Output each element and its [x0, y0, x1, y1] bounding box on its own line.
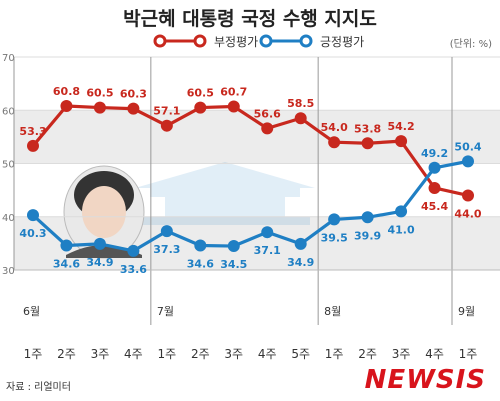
data-point [227, 240, 240, 253]
data-point [227, 100, 240, 113]
data-point [194, 101, 207, 114]
y-tick-label: 30 [2, 266, 15, 277]
data-label: 60.8 [53, 85, 80, 98]
data-point [395, 205, 408, 218]
line-chart: 30 40 50 60 70 6월 7월 8월 9월 1주 2주 3주 4주 1주 2주 3주 4주 5주 1주 2… [2, 53, 500, 361]
y-tick-label: 70 [2, 53, 15, 64]
data-point [160, 119, 173, 132]
data-label: 37.3 [153, 243, 180, 256]
month-label: 8월 [324, 305, 341, 318]
data-point [127, 244, 140, 257]
month-label: 9월 [458, 305, 475, 318]
legend-negative: 부정평가 [152, 33, 258, 49]
data-point [261, 226, 274, 239]
data-point [261, 122, 274, 135]
data-point [27, 209, 39, 222]
data-point [160, 225, 173, 238]
data-label: 41.0 [388, 223, 415, 236]
data-point [93, 101, 106, 114]
data-label: 60.7 [220, 86, 247, 99]
data-label: 54.2 [388, 120, 415, 133]
data-point [127, 102, 140, 115]
source-note: 자료 : 리얼미터 [6, 382, 71, 393]
data-point [428, 161, 441, 174]
data-label: 39.5 [321, 231, 348, 244]
week-label: 3주 [392, 347, 411, 361]
week-label: 3주 [224, 347, 243, 361]
week-label: 1주 [325, 347, 344, 361]
legend-negative-label: 부정평가 [214, 34, 259, 49]
chart-title: 박근혜 대통령 국정 수행 지지도 [123, 8, 377, 30]
data-point [294, 112, 307, 125]
band [14, 110, 500, 164]
data-point [328, 213, 341, 226]
week-label: 2주 [57, 347, 76, 361]
data-label: 34.6 [53, 258, 80, 271]
legend-positive-swatch [259, 34, 313, 48]
data-label: 34.9 [287, 256, 314, 269]
data-label: 57.1 [153, 105, 180, 118]
data-label: 60.5 [187, 87, 214, 100]
data-point [294, 237, 307, 250]
data-point [60, 99, 73, 112]
data-point [27, 139, 39, 152]
unit-label: (단위: %) [449, 39, 492, 50]
newsis-logo: NEWSIS [364, 365, 486, 395]
data-point [361, 137, 374, 150]
week-label: 3주 [91, 347, 110, 361]
data-label: 58.5 [287, 97, 314, 110]
data-label: 54.0 [321, 121, 348, 134]
data-label: 50.4 [454, 140, 481, 153]
data-point [361, 211, 374, 224]
data-label: 49.2 [421, 147, 448, 160]
week-label: 2주 [358, 347, 377, 361]
data-label: 53.8 [354, 122, 381, 135]
legend-positive: 긍정평가 [258, 33, 364, 49]
week-label: 4주 [425, 347, 444, 361]
week-label: 4주 [124, 347, 143, 361]
data-point [93, 237, 106, 250]
data-point [395, 135, 408, 148]
week-label: 2주 [191, 347, 210, 361]
week-label: 4주 [258, 347, 277, 361]
y-tick-label: 50 [2, 160, 15, 171]
y-tick-label: 40 [2, 213, 15, 224]
data-point [428, 181, 441, 194]
week-label: 1주 [158, 347, 177, 361]
data-label: 34.5 [220, 258, 247, 271]
data-label: 45.4 [421, 200, 448, 213]
month-label: 6월 [23, 305, 40, 318]
week-label: 1주 [459, 347, 478, 361]
data-point [60, 239, 73, 252]
watermark-building [135, 162, 315, 225]
data-point [328, 136, 341, 149]
data-point [462, 189, 474, 202]
data-label: 34.9 [86, 256, 113, 269]
data-label: 44.0 [454, 207, 481, 220]
week-label: 1주 [24, 347, 43, 361]
data-label: 53.3 [19, 125, 46, 138]
data-label: 60.5 [86, 87, 113, 100]
month-label: 7월 [157, 305, 174, 318]
data-label: 33.6 [120, 263, 147, 276]
president-photo [63, 165, 145, 259]
data-label: 60.3 [120, 88, 147, 101]
data-point [462, 155, 474, 168]
week-label: 5주 [291, 347, 310, 361]
legend-positive-label: 긍정평가 [320, 34, 365, 49]
y-tick-label: 60 [2, 106, 15, 117]
data-label: 37.1 [254, 244, 281, 257]
data-label: 56.6 [254, 107, 281, 120]
data-label: 39.9 [354, 229, 381, 242]
legend-negative-swatch [153, 34, 207, 48]
data-point [194, 239, 207, 252]
data-label: 34.6 [187, 258, 214, 271]
data-label: 40.3 [19, 227, 46, 240]
